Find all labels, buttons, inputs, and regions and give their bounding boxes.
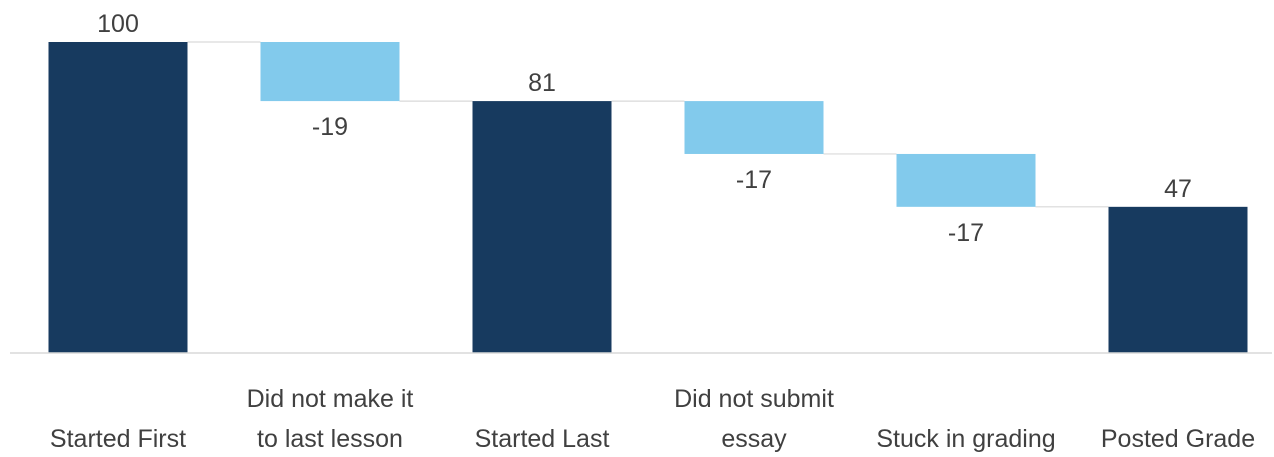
- data-label-2: -19: [312, 113, 348, 141]
- data-label-5: -17: [948, 219, 984, 247]
- data-label-3: 81: [528, 69, 556, 97]
- category-label-1: Started First: [50, 425, 186, 453]
- category-label-3: Started Last: [475, 425, 610, 453]
- data-label-6: 47: [1164, 175, 1192, 203]
- data-labels: 100 -19 81 -17 -17 47: [97, 10, 1192, 247]
- category-labels: Started First Did not make it to last less…: [50, 385, 1255, 453]
- category-label-6: Posted Grade: [1101, 425, 1255, 453]
- bar-3-total: [472, 101, 612, 353]
- data-label-4: -17: [736, 166, 772, 194]
- bars: [48, 42, 1248, 353]
- connector-lines: [187, 41, 1109, 208]
- bar-1-total: [48, 42, 188, 353]
- category-label-4: Did not submit essay: [674, 385, 834, 453]
- bar-4-decrease: [684, 101, 824, 154]
- bar-6-total: [1108, 206, 1248, 353]
- bar-2-decrease: [260, 42, 400, 102]
- data-label-1: 100: [97, 10, 139, 38]
- category-label-2: Did not make it to last lesson: [247, 385, 414, 453]
- bar-5-decrease: [896, 153, 1036, 207]
- category-label-5: Stuck in grading: [876, 425, 1055, 453]
